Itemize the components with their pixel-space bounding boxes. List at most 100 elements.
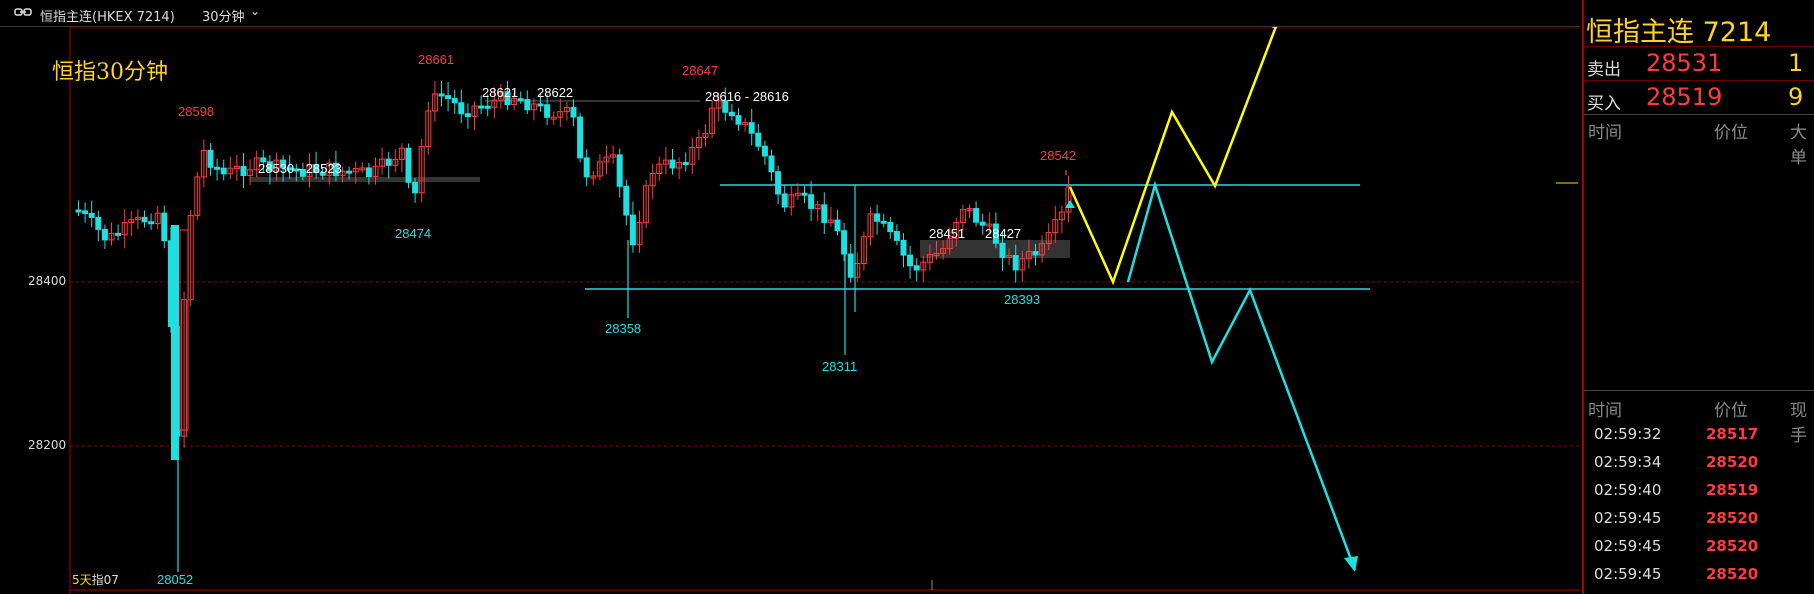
period-indicator: 5天指07 (72, 571, 119, 588)
candle-body (339, 170, 346, 177)
candle-body (200, 149, 207, 178)
bigorder-header-time: 时间 (1588, 123, 1622, 143)
marker-triangle (1065, 200, 1075, 208)
ticks-header-now: 现手 (1790, 401, 1807, 446)
label-28622: 28622 (537, 85, 573, 100)
candle-body (227, 167, 234, 175)
candle-body (431, 93, 438, 112)
tick-row: 02:59:45 28520 (1594, 509, 1759, 527)
candle-body (108, 232, 115, 241)
candle-body (438, 93, 445, 97)
tick-row: 02:59:40 28519 (1594, 481, 1759, 499)
candle-body (722, 100, 729, 113)
candle-body (171, 225, 179, 460)
candle-body (907, 254, 914, 267)
candle-body (179, 229, 189, 431)
divider (1584, 390, 1814, 391)
candle-body (979, 221, 986, 226)
symbol-label[interactable]: 恒指主连(HKEX 7214) (40, 10, 175, 25)
label-28616-28616: 28616 - 28616 (705, 89, 789, 104)
ask-row[interactable]: 卖出 28531 1 (1584, 46, 1814, 81)
candle-body (1019, 258, 1026, 271)
candle-body (247, 169, 254, 176)
candle-body (781, 193, 788, 208)
candle-body (148, 221, 155, 225)
candle-body (1045, 232, 1052, 245)
candle-body (240, 166, 247, 176)
candlestick-chart[interactable]: 28598 28661 28647 28542 28474 28358 2831… (0, 27, 1580, 594)
candle-body (841, 230, 848, 255)
candle-body (530, 103, 537, 111)
candle-body (847, 253, 854, 278)
candle-body (603, 156, 610, 163)
candle-body (920, 261, 927, 271)
label-28661: 28661 (418, 52, 454, 67)
candle-body (702, 132, 709, 139)
chart-canvas[interactable]: 28598 28661 28647 28542 28474 28358 2831… (0, 27, 1580, 594)
quote-panel: 恒指主连 7214 卖出 28531 1 买入 28519 9 时间 价位 大单… (1582, 0, 1814, 594)
label-28474: 28474 (395, 226, 431, 241)
bid-row[interactable]: 买入 28519 9 (1584, 80, 1814, 115)
candle-body (590, 175, 597, 179)
candle-body (695, 137, 702, 149)
candle-body (134, 216, 141, 221)
candle-body (88, 213, 95, 218)
projection-yellow-path (1068, 27, 1278, 286)
period-days[interactable]: 5天 (72, 573, 92, 587)
ask-price: 28531 (1646, 49, 1723, 77)
candle-body (735, 115, 742, 125)
candle-body (583, 157, 590, 178)
candle-body (893, 231, 900, 241)
candle-body (761, 145, 768, 157)
label-28621: 28621 (482, 85, 518, 100)
divider (1584, 114, 1814, 115)
label-28311: 28311 (822, 359, 857, 374)
y-tick-28200: 28200 (28, 438, 67, 452)
candle-body (596, 161, 603, 177)
candle-body (742, 122, 749, 126)
candle-body (1032, 251, 1039, 256)
candle-body (451, 98, 458, 104)
range-box-1 (250, 177, 480, 182)
ask-qty: 1 (1788, 49, 1804, 77)
candle-body (280, 159, 287, 169)
bigorder-header-big: 大单 (1790, 123, 1807, 168)
candle-body (299, 169, 306, 177)
candle-body (141, 216, 148, 223)
candle-body (768, 155, 775, 173)
label-28427: 28427 (985, 226, 1021, 241)
label-28393: 28393 (1004, 292, 1040, 307)
ticks-header-price: 价位 (1714, 401, 1748, 421)
candle-body (306, 163, 313, 177)
candle-body (992, 223, 999, 244)
candle-body (405, 147, 412, 183)
candle-body (986, 223, 993, 227)
candle-body (497, 91, 504, 101)
chevron-down-icon[interactable]: ⌄ (250, 4, 261, 18)
candle-body (372, 165, 379, 178)
candle-body (365, 167, 372, 178)
candle-body (253, 157, 260, 171)
candle-body (649, 173, 656, 187)
projection-cyan-path (1126, 180, 1357, 571)
candle-body (260, 157, 267, 163)
candle-body (128, 219, 135, 223)
candle-body (1052, 219, 1059, 234)
candle-body (478, 105, 485, 109)
candle-body (794, 192, 801, 196)
candle-body (220, 167, 227, 175)
candle-body (1012, 255, 1019, 271)
candle-body (313, 163, 320, 174)
candle-body (412, 181, 419, 194)
candle-body (629, 214, 636, 246)
candle-body (464, 113, 471, 117)
candle-body (266, 161, 273, 172)
candle-body (874, 213, 881, 222)
link-icon[interactable] (14, 7, 32, 17)
candle-body (887, 221, 894, 233)
bid-price: 28519 (1646, 83, 1723, 111)
timeframe-selector[interactable]: 30分钟 (202, 10, 245, 25)
candle-body (82, 210, 89, 215)
candle-body (966, 208, 973, 212)
candle-body (570, 106, 577, 118)
